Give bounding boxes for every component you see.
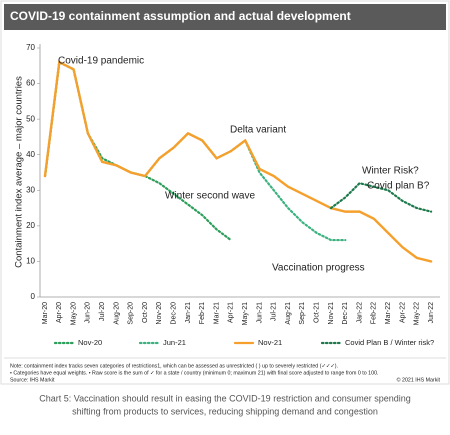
- legend-label: Nov-21: [258, 338, 282, 347]
- x-tick-label: Feb-22: [371, 302, 378, 324]
- x-tick-label: Jun-22: [428, 302, 435, 324]
- caption: Chart 5: Vaccination should result in ea…: [39, 393, 411, 403]
- x-tick-label: May-22: [414, 302, 421, 325]
- title-bar: [4, 4, 446, 30]
- note: • Categories have equal weights. • Raw s…: [10, 370, 379, 376]
- x-tick-label: Jul-21: [271, 302, 278, 321]
- x-tick-label: Dec-20: [171, 302, 178, 325]
- y-tick-label: 40: [26, 150, 35, 159]
- x-tick-label: Mar-20: [42, 302, 49, 324]
- annotation: Delta variant: [230, 125, 286, 136]
- y-tick-label: 10: [26, 257, 35, 266]
- x-tick-label: Oct-21: [314, 302, 321, 323]
- series-line: [329, 181, 433, 213]
- x-tick-label: Jun-21: [256, 302, 263, 324]
- series-line: [43, 60, 433, 263]
- x-tick-label: Jan-22: [356, 302, 363, 324]
- x-tick-label: Oct-20: [142, 302, 149, 323]
- x-tick-label: Feb-21: [199, 302, 206, 324]
- y-tick-label: 50: [26, 114, 35, 123]
- y-tick-label: 60: [26, 79, 35, 88]
- chart-frame: [0, 0, 450, 385]
- source: Source: IHS Markit: [10, 377, 55, 383]
- y-axis-label: Containment index average – major countr…: [14, 76, 25, 268]
- y-tick-label: 30: [26, 185, 35, 194]
- annotation: Vaccination progress: [272, 263, 365, 274]
- x-tick-label: Apr-21: [228, 302, 235, 323]
- chart-title: COVID-19 containment assumption and actu…: [10, 9, 351, 23]
- caption: shifting from products to services, redu…: [72, 406, 378, 416]
- annotation: Covid plan B?: [367, 181, 430, 192]
- annotation: Covid-19 pandemic: [58, 56, 144, 67]
- x-tick-label: Aug-20: [113, 302, 120, 325]
- y-tick-label: 0: [31, 292, 36, 301]
- x-tick-label: Jun-20: [85, 302, 92, 324]
- y-tick-label: 20: [26, 221, 35, 230]
- legend-label: Covid Plan B / Winter risk?: [345, 338, 434, 347]
- x-tick-label: Jan-21: [185, 302, 192, 324]
- x-tick-label: Aug-21: [285, 302, 292, 325]
- x-tick-label: May-20: [70, 302, 77, 325]
- x-tick-label: Sep-20: [128, 302, 135, 325]
- x-tick-label: Sep-21: [299, 302, 306, 325]
- x-tick-label: Dec-21: [342, 302, 349, 325]
- annotation: Winter Risk?: [362, 166, 419, 177]
- note: Note: containment index tracks seven cat…: [10, 363, 338, 369]
- x-tick-label: Apr-20: [56, 302, 63, 323]
- x-tick-label: Mar-22: [385, 302, 392, 324]
- legend-label: Nov-20: [78, 338, 102, 347]
- x-tick-label: May-21: [242, 302, 249, 325]
- x-tick-label: Nov-20: [156, 302, 163, 325]
- x-tick-label: Nov-21: [328, 302, 335, 325]
- legend-label: Jun-21: [163, 338, 186, 347]
- x-tick-label: Mar-21: [213, 302, 220, 324]
- x-tick-label: Jul-20: [99, 302, 106, 321]
- copyright: © 2021 IHS Markit: [397, 376, 441, 383]
- x-tick-label: Apr-22: [399, 302, 406, 323]
- y-tick-label: 70: [26, 43, 35, 52]
- annotation: Winter second wave: [165, 191, 255, 202]
